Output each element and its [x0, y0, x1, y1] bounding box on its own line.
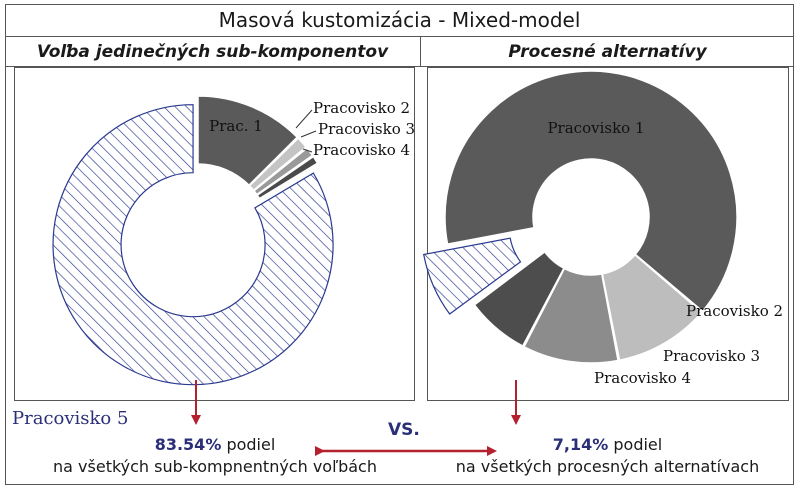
- right-share-caption: na všetkých procesných alternatívach: [455, 457, 760, 476]
- left-share-word: podiel: [226, 435, 276, 454]
- donut-slice: [523, 267, 619, 364]
- right-share-word: podiel: [613, 435, 663, 454]
- donut-slice: [256, 155, 319, 200]
- slice-label: Pracovisko 3: [318, 120, 415, 138]
- figure-title: Masová kustomizácia - Mixed-model: [5, 4, 794, 37]
- label-leader-line: [300, 130, 317, 138]
- left-share-value: 83.54%: [154, 435, 222, 454]
- donut-slice: [197, 95, 299, 187]
- slice-label: Pracovisko 2: [313, 99, 410, 117]
- left-share-stat: 83.54% podiel na všetkých sub-kompnentný…: [20, 434, 410, 478]
- slice-label: Pracovisko 3: [663, 347, 760, 365]
- right-donut-chart: Pracovisko 1 Pracovisko 2 Pracovisko 3 Prac…: [423, 70, 783, 387]
- left-donut-chart: Prac. 1 Pracovisko 2 Pracovisko 3 Pracovisk…: [52, 95, 415, 386]
- left-share-caption: na všetkých sub-kompnentných voľbách: [53, 457, 377, 476]
- label-leader-line: [302, 148, 313, 153]
- label-leader-line: [295, 109, 313, 129]
- right-share-value: 7,14%: [552, 435, 609, 454]
- right-panel-heading: Procesné alternatívy: [421, 37, 794, 67]
- donut-slice: [601, 253, 703, 362]
- slice-label: Pracovisko 4: [313, 141, 410, 159]
- slice-label: Pracovisko 4: [594, 369, 691, 387]
- slice-label: Pracovisko 2: [686, 302, 783, 320]
- donut-slice: [52, 104, 334, 386]
- donut-slice: [473, 250, 565, 348]
- series-label: Pracovisko 5: [12, 408, 129, 429]
- donut-slice: [423, 237, 522, 315]
- slice-label: Pracovisko 1: [547, 119, 644, 137]
- left-panel-heading: Voľba jedinečných sub-komponentov: [5, 37, 421, 67]
- figure-frame: [5, 4, 794, 485]
- vs-label: VS.: [388, 420, 420, 440]
- slice-label: Prac. 1: [209, 117, 263, 135]
- right-share-stat: 7,14% podiel na všetkých procesných alte…: [420, 434, 795, 478]
- donut-slice: [248, 137, 308, 192]
- donut-slice: [444, 70, 738, 313]
